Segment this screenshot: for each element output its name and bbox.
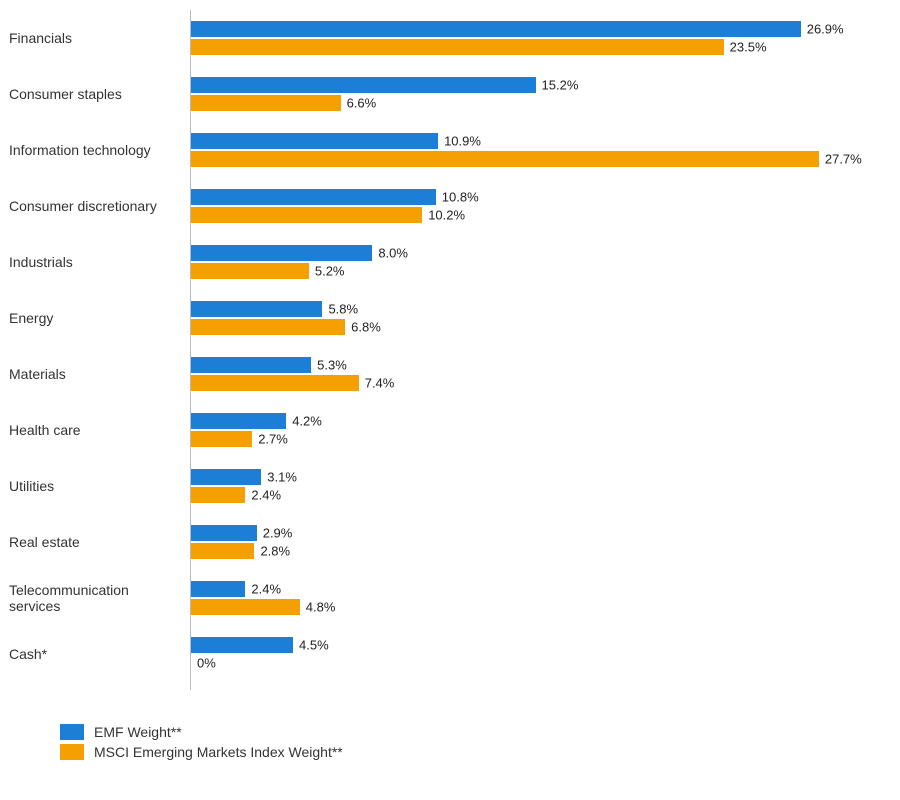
bar-msci: 7.4%	[191, 375, 359, 391]
legend-label: EMF Weight**	[94, 724, 182, 740]
bar-value-label: 10.8%	[442, 190, 479, 205]
bar-msci: 5.2%	[191, 263, 309, 279]
bar-value-label: 2.8%	[260, 544, 290, 559]
category-label: Health care	[9, 422, 179, 438]
bar-msci: 6.6%	[191, 95, 341, 111]
bar-pair: 3.1% 2.4%	[191, 467, 261, 505]
bar-value-label: 5.8%	[328, 302, 358, 317]
bar-value-label: 4.2%	[292, 414, 322, 429]
category-label: Financials	[9, 30, 179, 46]
bar-value-label: 3.1%	[267, 470, 297, 485]
bar-pair: 5.3% 7.4%	[191, 355, 359, 393]
sector-weights-chart: Financials 26.9% 23.5% Consumer staples 15.2…	[0, 0, 900, 800]
bar-value-label: 23.5%	[730, 40, 767, 55]
bar-pair: 10.8% 10.2%	[191, 187, 436, 225]
legend: EMF Weight** MSCI Emerging Markets Index …	[60, 720, 343, 764]
bar-emf: 8.0%	[191, 245, 372, 261]
bar-pair: 10.9% 27.7%	[191, 131, 819, 169]
bar-emf: 26.9%	[191, 21, 801, 37]
bar-value-label: 27.7%	[825, 152, 862, 167]
bar-emf: 2.9%	[191, 525, 257, 541]
bar-emf: 10.8%	[191, 189, 436, 205]
bar-value-label: 15.2%	[542, 78, 579, 93]
category-row: Materials5.3%7.4%	[191, 346, 871, 402]
bar-pair: 2.4% 4.8%	[191, 579, 300, 617]
category-row: Consumer staples15.2%6.6%	[191, 66, 871, 122]
bar-value-label: 2.4%	[251, 488, 281, 503]
bar-value-label: 8.0%	[378, 246, 408, 261]
legend-item: EMF Weight**	[60, 724, 343, 740]
category-row: Utilities3.1%2.4%	[191, 458, 871, 514]
legend-swatch	[60, 744, 84, 760]
bar-msci: 2.4%	[191, 487, 245, 503]
category-label: Industrials	[9, 254, 179, 270]
bar-emf: 5.3%	[191, 357, 311, 373]
bar-pair: 2.9% 2.8%	[191, 523, 257, 561]
bar-emf: 10.9%	[191, 133, 438, 149]
bar-value-label: 2.4%	[251, 582, 281, 597]
bar-pair: 5.8% 6.8%	[191, 299, 345, 337]
bar-msci: 6.8%	[191, 319, 345, 335]
bar-value-label: 10.2%	[428, 208, 465, 223]
category-label: Consumer staples	[9, 86, 179, 102]
bar-pair: 4.5% 0%	[191, 635, 293, 673]
bar-msci: 10.2%	[191, 207, 422, 223]
category-row: Consumer discretionary10.8%10.2%	[191, 178, 871, 234]
bar-value-label: 26.9%	[807, 22, 844, 37]
bar-value-label: 6.6%	[347, 96, 377, 111]
bar-msci: 27.7%	[191, 151, 819, 167]
legend-label: MSCI Emerging Markets Index Weight**	[94, 744, 343, 760]
category-label: Information technology	[9, 142, 179, 158]
category-row: Real estate2.9%2.8%	[191, 514, 871, 570]
bar-emf: 15.2%	[191, 77, 536, 93]
bar-value-label: 10.9%	[444, 134, 481, 149]
bar-value-label: 2.7%	[258, 432, 288, 447]
bar-emf: 2.4%	[191, 581, 245, 597]
bar-value-label: 4.5%	[299, 638, 329, 653]
bar-value-label: 6.8%	[351, 320, 381, 335]
category-label: Materials	[9, 366, 179, 382]
bar-emf: 4.2%	[191, 413, 286, 429]
category-label: Cash*	[9, 646, 179, 662]
category-row: Telecommunication services2.4%4.8%	[191, 570, 871, 626]
legend-swatch	[60, 724, 84, 740]
category-label: Consumer discretionary	[9, 198, 179, 214]
bar-value-label: 5.3%	[317, 358, 347, 373]
category-label: Utilities	[9, 478, 179, 494]
bar-value-label: 7.4%	[365, 376, 395, 391]
category-row: Industrials8.0%5.2%	[191, 234, 871, 290]
category-label: Telecommunication services	[9, 582, 179, 614]
category-row: Health care4.2%2.7%	[191, 402, 871, 458]
bar-msci: 2.8%	[191, 543, 254, 559]
bar-pair: 8.0% 5.2%	[191, 243, 372, 281]
bar-emf: 5.8%	[191, 301, 322, 317]
plot-area: Financials26.9%23.5%Consumer staples15.2…	[190, 10, 871, 690]
legend-item: MSCI Emerging Markets Index Weight**	[60, 744, 343, 760]
category-row: Information technology10.9%27.7%	[191, 122, 871, 178]
bar-pair: 4.2% 2.7%	[191, 411, 286, 449]
bar-msci: 23.5%	[191, 39, 724, 55]
bar-value-label: 0%	[197, 656, 216, 671]
category-row: Cash*4.5%0%	[191, 626, 871, 682]
bar-msci: 4.8%	[191, 599, 300, 615]
bar-msci: 2.7%	[191, 431, 252, 447]
category-label: Real estate	[9, 534, 179, 550]
bar-value-label: 5.2%	[315, 264, 345, 279]
bar-emf: 3.1%	[191, 469, 261, 485]
category-label: Energy	[9, 310, 179, 326]
category-row: Energy5.8%6.8%	[191, 290, 871, 346]
bar-pair: 15.2% 6.6%	[191, 75, 536, 113]
bar-value-label: 4.8%	[306, 600, 336, 615]
bar-pair: 26.9% 23.5%	[191, 19, 801, 57]
category-row: Financials26.9%23.5%	[191, 10, 871, 66]
bar-value-label: 2.9%	[263, 526, 293, 541]
bar-emf: 4.5%	[191, 637, 293, 653]
